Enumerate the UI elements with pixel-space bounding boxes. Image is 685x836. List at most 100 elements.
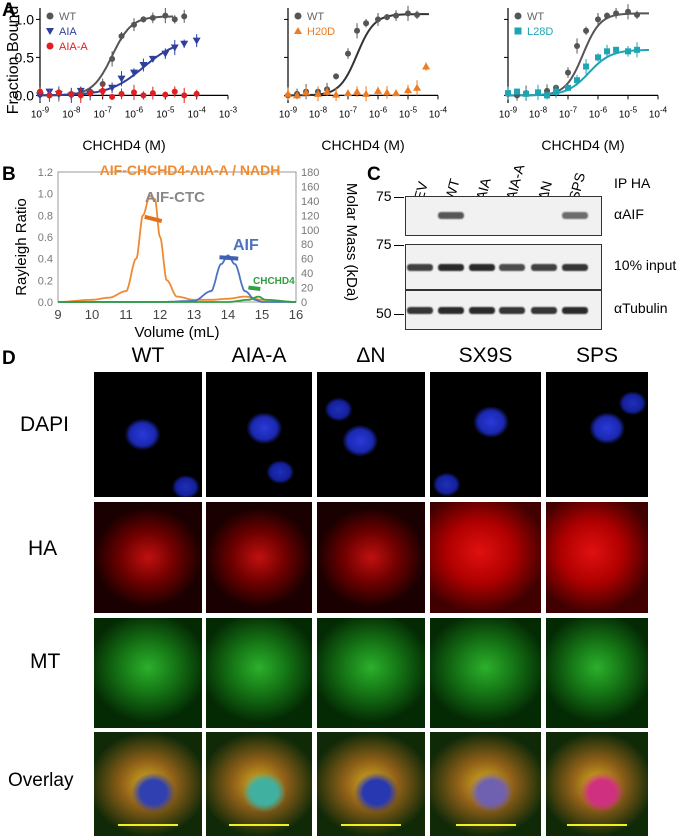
data-point <box>574 77 581 84</box>
y2-tick-label: 160 <box>301 181 319 193</box>
data-point <box>393 12 400 19</box>
x-tick-label: 10-6 <box>369 105 388 120</box>
column-label: WT <box>131 344 165 367</box>
legend-label: WT <box>59 11 76 23</box>
micrograph-dapi <box>546 372 648 497</box>
legend-label: AIA <box>59 26 77 38</box>
data-point <box>180 40 189 48</box>
panel-label-b: B <box>2 164 16 185</box>
y-axis-label: Rayleigh Ratio <box>13 198 30 296</box>
data-point <box>181 13 188 20</box>
data-point <box>634 11 641 18</box>
x-axis-label: CHCHD4 (M) <box>541 137 624 153</box>
legend-label: WT <box>527 11 544 23</box>
x-tick-label: 10-8 <box>529 105 548 120</box>
x-tick-label: 10-6 <box>125 105 144 120</box>
y2-tick-label: 120 <box>301 210 319 222</box>
x-tick-label: 14 <box>221 307 235 322</box>
y-tick-label: 1.0 <box>38 189 53 201</box>
y2-tick-label: 180 <box>301 167 319 179</box>
x-tick-label: 15 <box>255 307 269 322</box>
data-point <box>625 48 631 55</box>
blot-band <box>531 306 557 314</box>
legend-marker <box>294 27 302 34</box>
x-tick-label: 10-8 <box>309 105 328 120</box>
data-point <box>108 84 117 92</box>
x-tick-label: 10-7 <box>339 105 358 120</box>
blot-band <box>407 263 433 271</box>
data-point <box>404 86 412 94</box>
blot-band <box>438 211 464 219</box>
column-label: AIA-A <box>231 344 287 367</box>
blot-band <box>407 306 433 314</box>
y-tick-label: 0.0 <box>38 297 53 309</box>
y-axis-label: Fraction Bound <box>5 6 22 115</box>
data-point <box>161 50 170 58</box>
molar-mass-segment <box>144 214 163 224</box>
data-point <box>55 89 62 96</box>
x-tick-label: 10-8 <box>62 105 81 120</box>
blot-band <box>499 306 525 314</box>
legend-marker <box>514 12 522 20</box>
data-point <box>162 12 169 19</box>
data-point <box>344 89 352 97</box>
panel-label-a: A <box>2 0 16 21</box>
data-point <box>148 55 157 63</box>
panel-c-western-blot: EV WT AIA AIA-A ΔN SPS IP HA αAIF 75 10% input 7… <box>360 160 685 350</box>
data-point <box>131 21 137 28</box>
micrograph-dapi <box>206 372 312 497</box>
row-label: Overlay <box>8 770 74 791</box>
x-tick-label: 13 <box>187 307 201 322</box>
data-point <box>565 69 571 76</box>
x-tick-label: 10-5 <box>399 105 418 120</box>
scale-bar <box>455 824 516 826</box>
blot-strip <box>405 244 602 290</box>
data-point <box>505 90 511 97</box>
data-point <box>117 75 126 83</box>
data-point <box>574 43 581 49</box>
blot-band <box>562 263 588 271</box>
data-point <box>171 16 178 23</box>
micrograph-overlay <box>206 732 312 836</box>
blot-row-label: 10% input <box>614 257 677 273</box>
micrograph-dapi <box>317 372 425 497</box>
mw-marker: 75 <box>376 188 392 204</box>
data-point <box>523 90 530 97</box>
y2-tick-label: 60 <box>301 254 313 266</box>
y2-tick-label: 0 <box>301 297 307 309</box>
molar-mass-segment <box>219 255 239 261</box>
x-tick-label: 10-9 <box>279 105 298 120</box>
y2-axis-label: Molar Mass (kDa) <box>343 183 360 301</box>
data-point <box>405 10 411 17</box>
y-tick-label: 0.8 <box>38 210 53 222</box>
data-point <box>565 84 571 91</box>
legend-marker <box>46 28 54 35</box>
mw-tick <box>394 314 404 315</box>
x-tick-label: 10-6 <box>589 105 608 120</box>
data-point <box>514 88 521 95</box>
data-point <box>583 27 590 34</box>
data-point <box>293 91 302 99</box>
ip-label: IP HA <box>614 175 651 191</box>
row-label: DAPI <box>20 413 70 436</box>
x-tick-label: 16 <box>289 307 303 322</box>
column-label: SX9S <box>458 344 513 367</box>
micrograph-mt <box>546 618 648 728</box>
data-point <box>345 50 351 57</box>
mw-marker: 50 <box>376 305 392 321</box>
data-point <box>118 90 125 97</box>
binding-chart-3: 10-9 10-8 10-7 10-6 10-5 10-4 CHCHD4 (M) WT L28D <box>499 4 668 153</box>
micrograph-dapi <box>94 372 202 497</box>
data-point <box>413 83 422 91</box>
annotation-aif-ctc: AIF-CTC <box>145 189 205 206</box>
y-tick-label: 1.2 <box>38 167 53 179</box>
legend-label: L28D <box>527 26 553 38</box>
y2-tick-label: 40 <box>301 268 313 280</box>
micrograph-mt <box>94 618 202 728</box>
legend-marker <box>294 12 302 20</box>
blot-band <box>438 306 464 314</box>
row-label: HA <box>28 537 58 560</box>
micrograph-ha <box>430 502 541 613</box>
data-point <box>634 46 641 53</box>
blot-band <box>531 263 557 271</box>
